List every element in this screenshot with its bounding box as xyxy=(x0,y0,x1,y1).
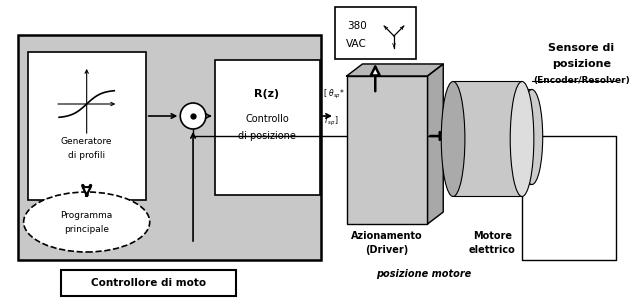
Text: $[\ \theta_{sp}$*: $[\ \theta_{sp}$* xyxy=(323,88,345,101)
Text: Controllo: Controllo xyxy=(245,114,289,124)
Ellipse shape xyxy=(510,81,534,196)
Text: Azionamento: Azionamento xyxy=(351,231,423,241)
Text: 380: 380 xyxy=(347,21,367,31)
Ellipse shape xyxy=(441,81,465,196)
Bar xyxy=(483,89,532,184)
Text: di profili: di profili xyxy=(68,150,105,160)
Text: VAC: VAC xyxy=(346,39,367,49)
Bar xyxy=(347,76,428,224)
Text: principale: principale xyxy=(64,226,109,234)
Text: $T_{sp}]$: $T_{sp}]$ xyxy=(323,114,339,128)
Text: (Encoder/Resolver): (Encoder/Resolver) xyxy=(532,75,630,85)
Ellipse shape xyxy=(521,89,543,185)
Text: Generatore: Generatore xyxy=(61,137,113,147)
Bar xyxy=(335,7,415,59)
Ellipse shape xyxy=(472,89,493,185)
Ellipse shape xyxy=(24,192,150,252)
Bar xyxy=(215,60,320,195)
Text: elettrico: elettrico xyxy=(469,245,516,255)
Text: Controllore di moto: Controllore di moto xyxy=(91,278,206,288)
Text: posizione: posizione xyxy=(552,59,611,69)
Text: (Driver): (Driver) xyxy=(365,245,409,255)
Text: posizione motore: posizione motore xyxy=(376,269,471,279)
Bar xyxy=(18,35,321,260)
Text: Sensore di: Sensore di xyxy=(548,43,614,53)
Bar xyxy=(61,270,236,296)
Polygon shape xyxy=(347,64,444,76)
Polygon shape xyxy=(428,64,444,224)
Text: Motore: Motore xyxy=(473,231,512,241)
Text: R(z): R(z) xyxy=(254,89,280,99)
Text: Programma: Programma xyxy=(61,210,113,219)
Text: di posizione: di posizione xyxy=(238,131,296,141)
Circle shape xyxy=(180,103,206,129)
Bar xyxy=(28,52,146,200)
Bar xyxy=(453,81,522,196)
